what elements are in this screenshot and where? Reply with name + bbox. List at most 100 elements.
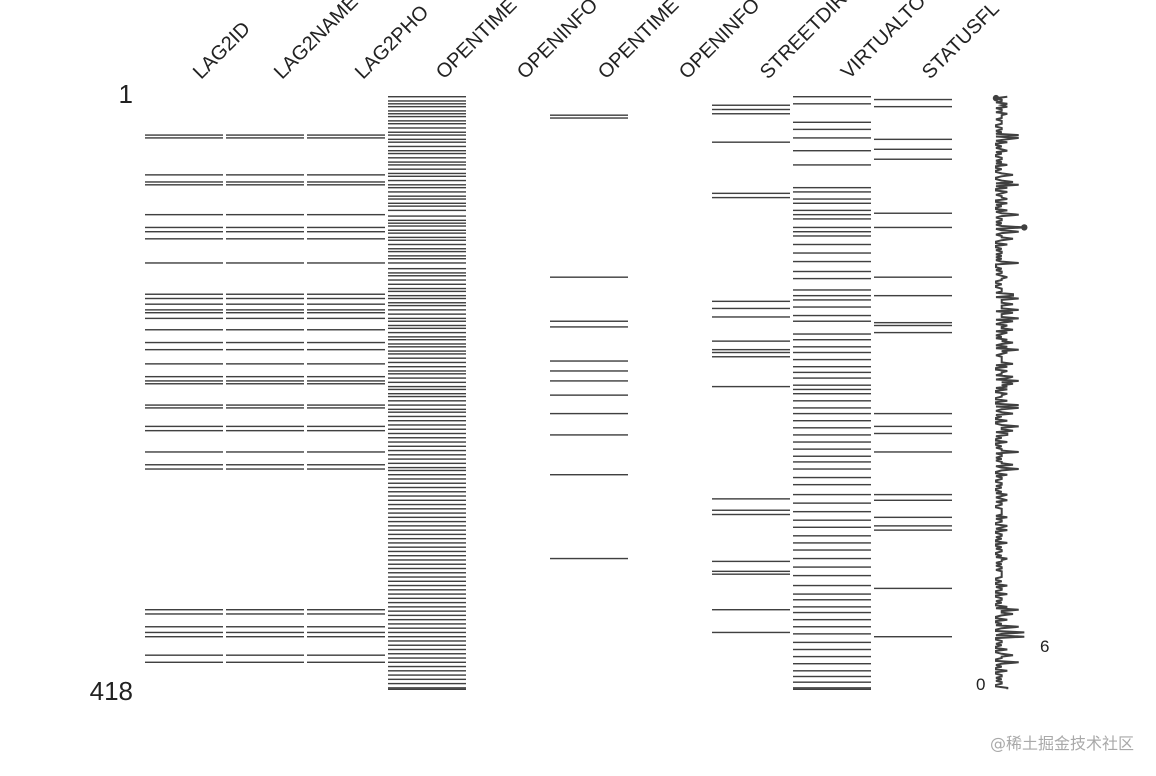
present-cell [793, 235, 871, 237]
present-cell [793, 648, 871, 651]
present-cell [793, 557, 871, 560]
present-cell [388, 103, 466, 105]
present-cell [226, 609, 304, 611]
present-cell [793, 202, 871, 204]
present-cell [388, 113, 466, 115]
present-cell [307, 626, 385, 628]
present-cell [388, 420, 466, 422]
present-cell [145, 383, 223, 385]
present-cell [874, 636, 952, 638]
present-cell [793, 407, 871, 409]
present-cell [388, 297, 466, 300]
present-cell [550, 360, 628, 362]
present-cell [388, 627, 466, 629]
present-cell [388, 537, 466, 540]
present-cell [874, 425, 952, 428]
present-cell [793, 209, 871, 212]
present-cell [793, 655, 871, 658]
present-cell [388, 408, 466, 411]
present-cell [388, 567, 466, 570]
present-cell [388, 141, 466, 143]
present-cell [793, 96, 871, 98]
present-cell [388, 229, 466, 231]
present-cell [388, 110, 466, 112]
present-cell [793, 626, 871, 628]
present-cell [712, 340, 790, 342]
present-cell [712, 300, 790, 303]
present-cell [388, 168, 466, 170]
present-cell [712, 348, 790, 351]
present-cell [226, 636, 304, 638]
present-cell [793, 103, 871, 105]
present-cell [388, 495, 466, 497]
present-cell [874, 212, 952, 214]
present-cell [874, 412, 952, 415]
present-cell [874, 516, 952, 519]
present-cell [388, 262, 466, 264]
present-cell [874, 587, 952, 590]
present-cell [226, 404, 304, 406]
present-cell [388, 466, 466, 469]
present-cell [793, 427, 871, 429]
present-cell [388, 209, 466, 212]
present-cell [793, 549, 871, 551]
present-cell [226, 341, 304, 344]
present-cell [145, 451, 223, 453]
present-cell [712, 570, 790, 573]
present-cell [388, 636, 466, 638]
present-cell [388, 576, 466, 578]
present-cell [145, 309, 223, 311]
present-cell [145, 262, 223, 264]
present-cell [226, 262, 304, 264]
present-cell [874, 321, 952, 324]
present-cell [874, 525, 952, 527]
row-label-top: 1 [119, 79, 133, 109]
sparkline-path [995, 95, 1025, 690]
present-cell [874, 276, 952, 278]
present-cell [388, 404, 466, 406]
present-cell [793, 218, 871, 220]
present-cell [307, 213, 385, 216]
present-cell [793, 535, 871, 537]
present-cell [226, 631, 304, 634]
present-cell [793, 339, 871, 341]
present-cell [793, 611, 871, 614]
present-cell [145, 375, 223, 378]
present-cell [793, 574, 871, 577]
present-cell [388, 191, 466, 193]
present-cell [388, 618, 466, 621]
present-cell [712, 104, 790, 106]
present-cell [226, 317, 304, 320]
present-cell [388, 317, 466, 320]
present-cell [226, 184, 304, 186]
present-cell [226, 137, 304, 139]
present-cell [793, 461, 871, 463]
present-cell [793, 358, 871, 361]
present-cell [793, 688, 871, 690]
present-cell [307, 231, 385, 233]
present-cell [388, 304, 466, 307]
present-cell [145, 380, 223, 382]
column-label-6: OPENTIME [594, 0, 683, 84]
present-cell [793, 346, 871, 348]
column-labels: LAG2ID LAG2NAMELAG2PHOOPENTIMEOPENINFOOPE… [189, 0, 1004, 84]
present-cell [793, 670, 871, 672]
present-cell [793, 198, 871, 200]
present-cell [226, 226, 304, 229]
present-cell [793, 252, 871, 254]
present-cell [388, 175, 466, 177]
present-cell [793, 606, 871, 608]
present-cell [388, 597, 466, 600]
present-cell [307, 312, 385, 314]
present-cell [793, 289, 871, 291]
present-cell [388, 339, 466, 341]
present-cell [226, 613, 304, 615]
present-cell [226, 231, 304, 233]
present-cell [388, 678, 466, 681]
present-cell [793, 519, 871, 521]
present-cell [388, 287, 466, 290]
present-cell [388, 661, 466, 663]
present-cell [388, 138, 466, 141]
present-cell [550, 276, 628, 278]
